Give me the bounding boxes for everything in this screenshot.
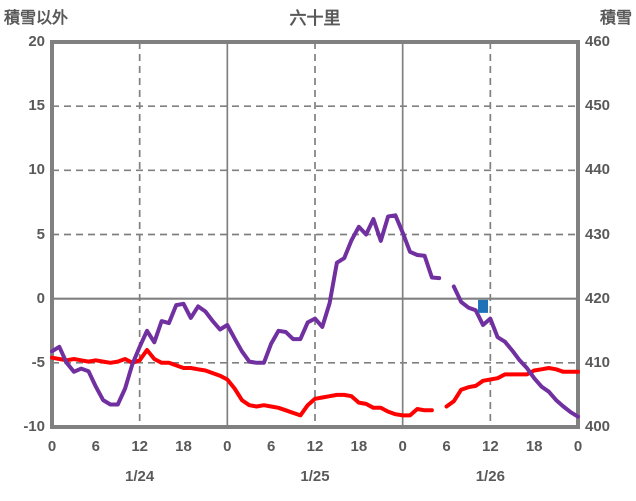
right-axis-tick: 450 bbox=[585, 97, 611, 115]
left-axis-tick: 20 bbox=[28, 33, 45, 50]
left-axis-tick: 15 bbox=[28, 97, 45, 115]
chart-title: 六十里 bbox=[289, 9, 341, 28]
x-axis-hour-tick: 0 bbox=[47, 438, 57, 455]
x-axis-date-label: 1/24 bbox=[125, 468, 155, 485]
x-axis-hour-tick: 6 bbox=[442, 438, 451, 455]
left-axis-title: 積雪以外 bbox=[4, 10, 69, 27]
right-axis-tick: 400 bbox=[585, 418, 611, 435]
left-axis-tick: 5 bbox=[36, 225, 45, 243]
x-axis-hour-tick: 0 bbox=[223, 438, 232, 455]
x-axis-hour-tick: 12 bbox=[306, 438, 324, 455]
x-axis-hour-tick: 6 bbox=[266, 438, 276, 455]
x-axis-date-label: 1/25 bbox=[300, 468, 330, 485]
right-axis-tick: 460 bbox=[585, 33, 611, 50]
red-line-left-axis bbox=[50, 348, 580, 418]
left-axis-tick: -5 bbox=[31, 353, 45, 371]
x-axis-hour-tick: 0 bbox=[398, 438, 407, 455]
right-axis-tick: 440 bbox=[585, 161, 611, 179]
blue-square-marker bbox=[478, 299, 489, 313]
left-axis-tick: 10 bbox=[28, 161, 45, 179]
purple-line-right-axis bbox=[50, 213, 580, 419]
x-axis-hour-tick: 18 bbox=[525, 438, 543, 455]
x-axis-date-label: 1/26 bbox=[475, 468, 505, 485]
x-axis-hour-tick: 18 bbox=[350, 438, 368, 455]
left-axis-tick: 0 bbox=[36, 289, 45, 307]
plot-frame bbox=[50, 40, 580, 429]
right-axis-tick: 430 bbox=[585, 225, 611, 243]
right-axis-tick: 420 bbox=[585, 289, 611, 307]
x-axis-hour-tick: 12 bbox=[131, 438, 148, 455]
x-axis-hour-tick: 12 bbox=[481, 438, 499, 455]
x-axis-hour-tick: 0 bbox=[573, 438, 583, 455]
right-axis-tick: 410 bbox=[585, 353, 611, 371]
left-axis-tick: -10 bbox=[23, 418, 45, 435]
x-axis-hour-tick: 6 bbox=[91, 438, 100, 455]
right-axis-title: 積雪 bbox=[599, 10, 632, 27]
x-axis-hour-tick: 18 bbox=[175, 438, 192, 455]
